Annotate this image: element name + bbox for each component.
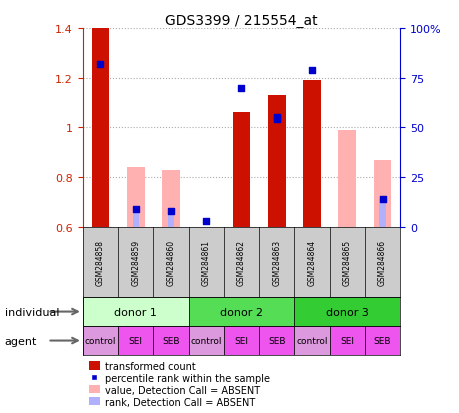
- Text: agent: agent: [5, 336, 37, 346]
- Bar: [338, 131, 355, 227]
- Text: GSM284858: GSM284858: [96, 239, 105, 285]
- Text: GSM284866: GSM284866: [377, 239, 386, 285]
- Bar: [373, 160, 391, 227]
- Point: [237, 85, 245, 92]
- Title: GDS3399 / 215554_at: GDS3399 / 215554_at: [165, 14, 317, 28]
- Bar: [294, 297, 399, 326]
- Text: SEI: SEI: [234, 336, 248, 345]
- Bar: [267, 96, 285, 227]
- Text: GSM284862: GSM284862: [236, 239, 246, 285]
- Bar: [132, 209, 139, 227]
- Text: donor 3: donor 3: [325, 307, 368, 317]
- Text: SEI: SEI: [340, 336, 353, 345]
- Text: GSM284865: GSM284865: [342, 239, 351, 285]
- Bar: [224, 326, 258, 355]
- Bar: [83, 326, 118, 355]
- Text: SEB: SEB: [268, 336, 285, 345]
- Point: [167, 208, 174, 215]
- Text: GSM284861: GSM284861: [202, 239, 210, 285]
- Bar: [153, 326, 188, 355]
- Bar: [232, 113, 250, 227]
- Text: GSM284859: GSM284859: [131, 239, 140, 285]
- Bar: [302, 81, 320, 227]
- Text: SEB: SEB: [162, 336, 179, 345]
- Bar: [83, 297, 188, 326]
- Text: donor 1: donor 1: [114, 307, 157, 317]
- Text: SEI: SEI: [129, 336, 142, 345]
- Bar: [294, 326, 329, 355]
- Bar: [379, 199, 385, 227]
- Point: [273, 117, 280, 123]
- Text: control: control: [190, 336, 222, 345]
- Bar: [118, 326, 153, 355]
- Point: [273, 115, 280, 121]
- Text: GSM284864: GSM284864: [307, 239, 316, 285]
- Bar: [162, 170, 179, 227]
- Text: donor 2: donor 2: [219, 307, 263, 317]
- Point: [132, 206, 139, 213]
- Point: [96, 61, 104, 68]
- Text: control: control: [296, 336, 327, 345]
- Bar: [258, 326, 294, 355]
- Text: SEB: SEB: [373, 336, 391, 345]
- Text: control: control: [84, 336, 116, 345]
- Bar: [91, 29, 109, 227]
- Bar: [188, 297, 294, 326]
- Bar: [364, 326, 399, 355]
- Legend: transformed count, percentile rank within the sample, value, Detection Call = AB: transformed count, percentile rank withi…: [88, 360, 270, 408]
- Bar: [188, 326, 224, 355]
- Bar: [329, 326, 364, 355]
- Point: [308, 67, 315, 74]
- Point: [202, 218, 209, 225]
- Text: GSM284860: GSM284860: [166, 239, 175, 285]
- Text: individual: individual: [5, 307, 59, 317]
- Point: [378, 196, 386, 203]
- Bar: [168, 211, 174, 227]
- Bar: [127, 168, 144, 227]
- Text: GSM284863: GSM284863: [272, 239, 280, 285]
